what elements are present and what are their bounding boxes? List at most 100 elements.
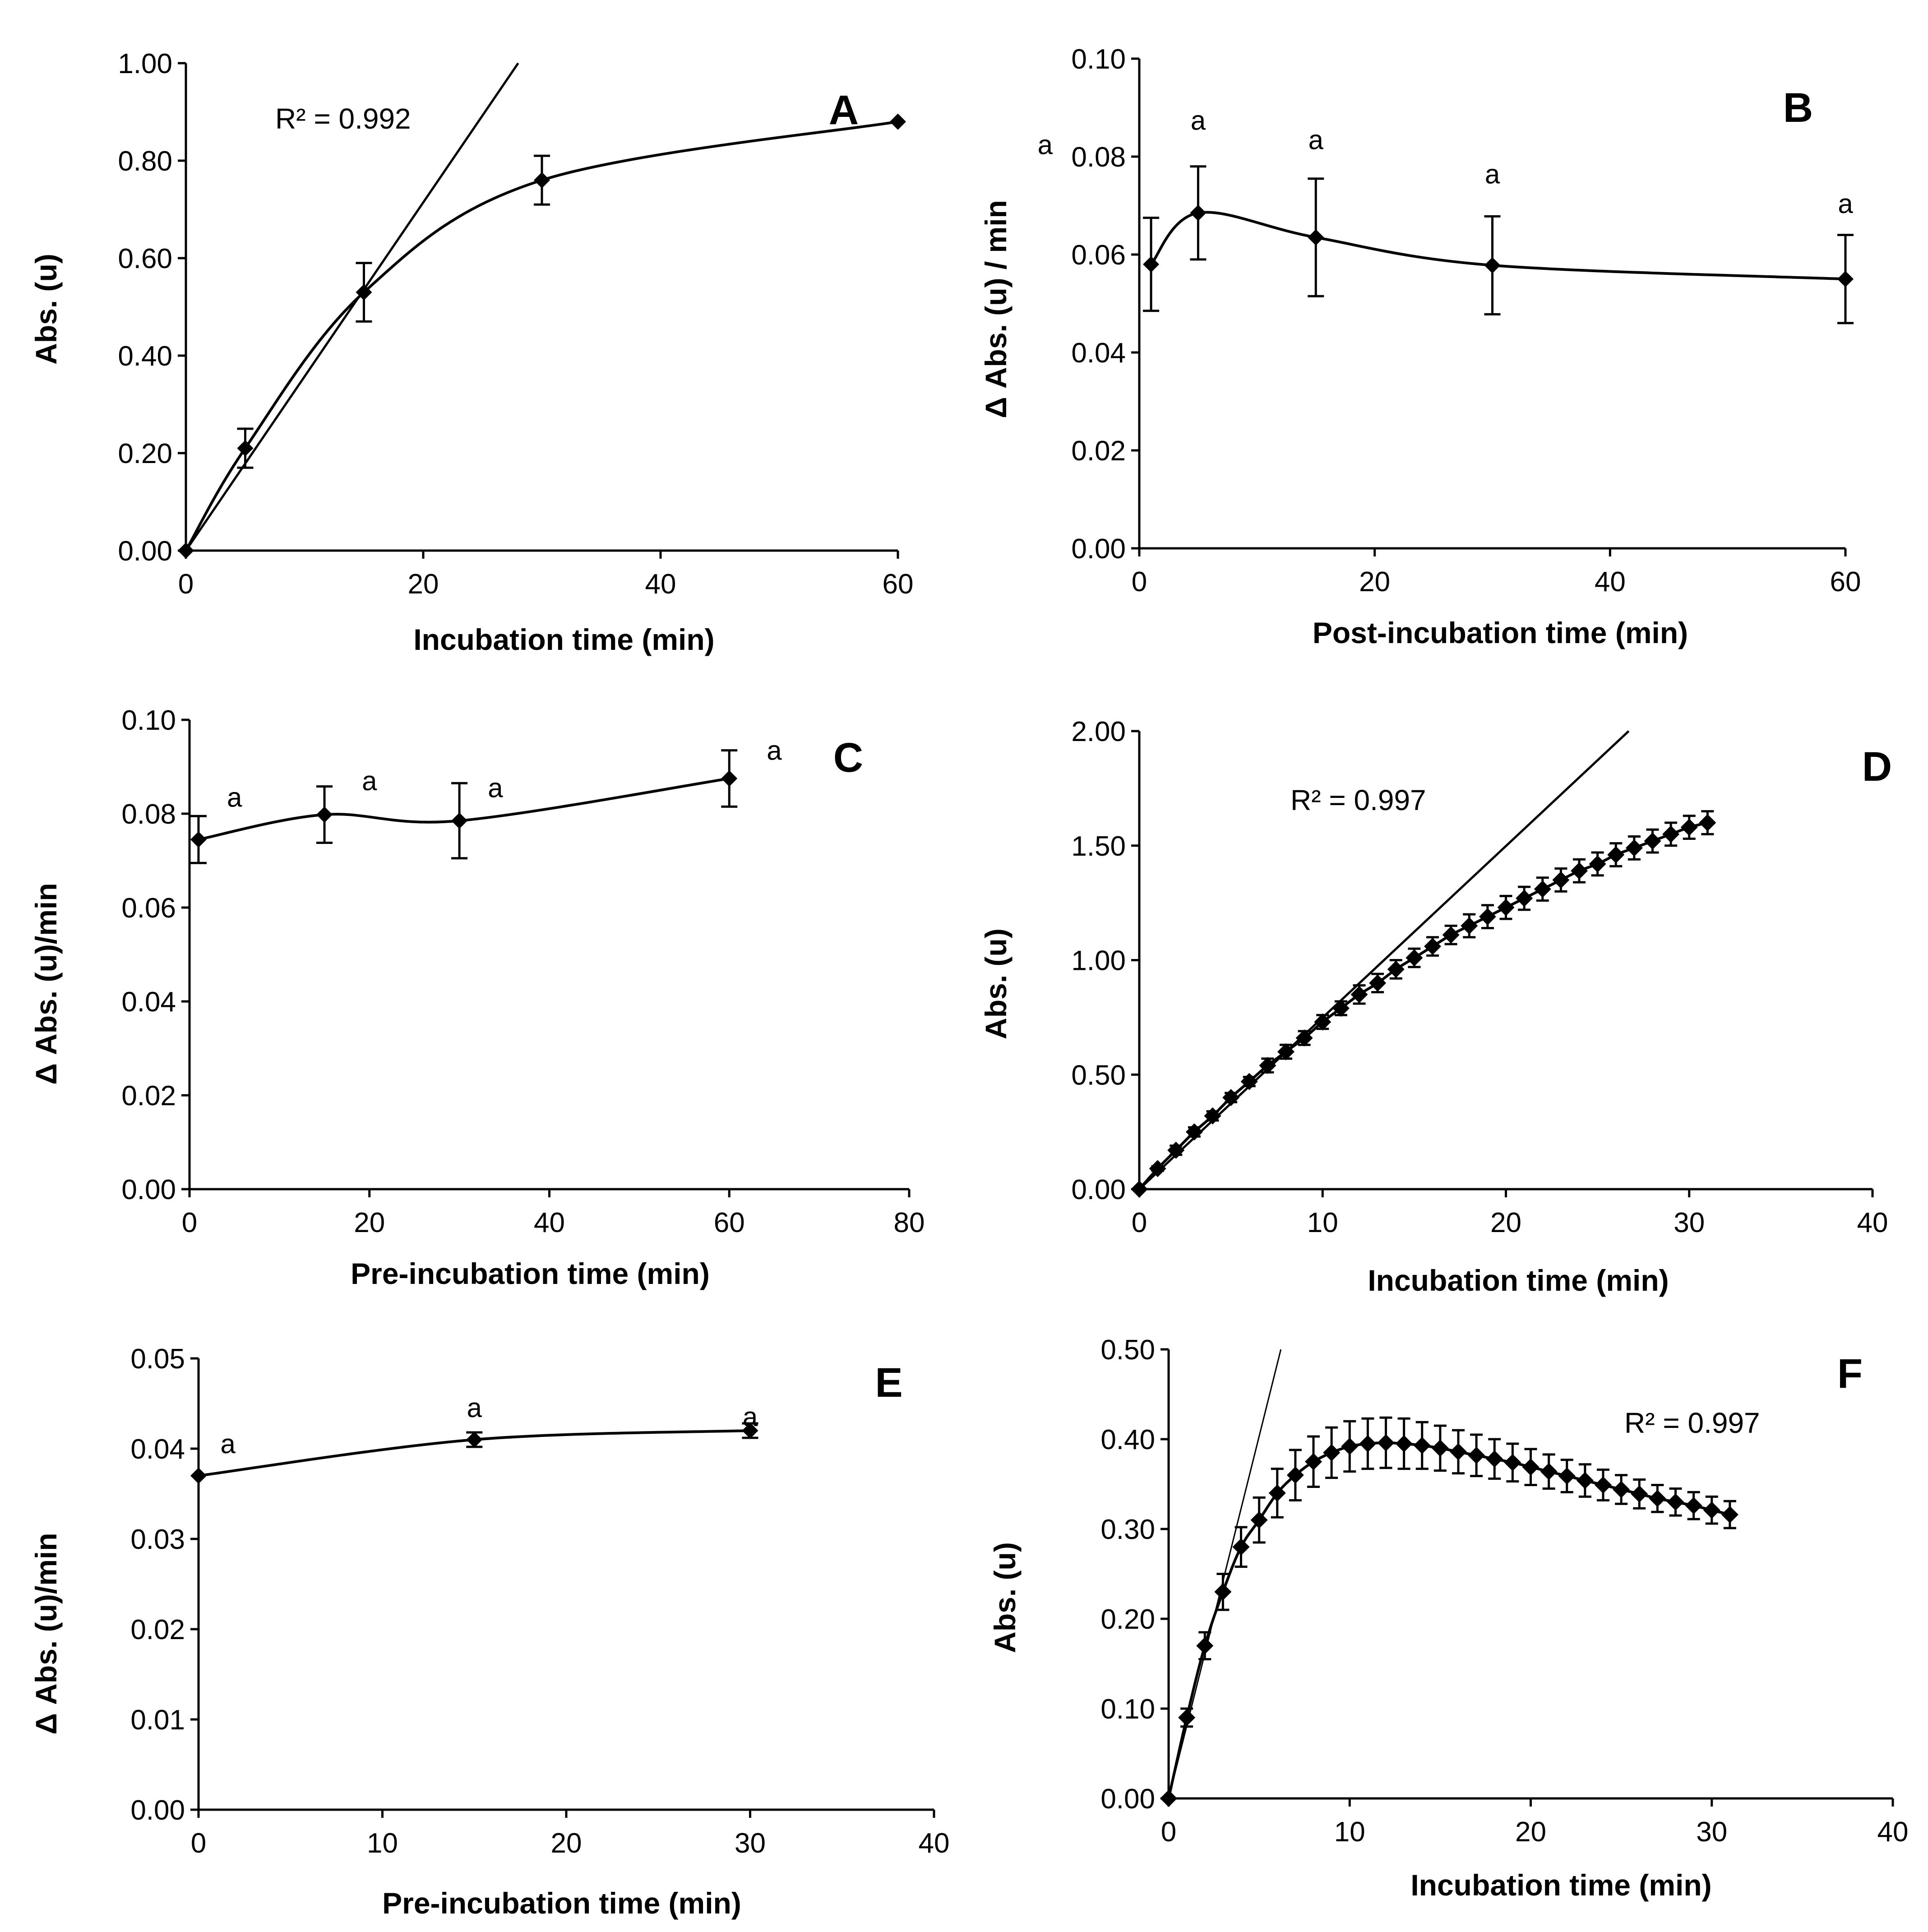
panel-f-data-point xyxy=(1305,1453,1322,1470)
panel-f-y-tick-label: 0.00 xyxy=(1100,1784,1155,1815)
panel-f-data-point xyxy=(1504,1454,1521,1471)
panel-a-series-line xyxy=(185,120,898,551)
panel-c-x-tick-label: 80 xyxy=(894,1207,925,1238)
panel-a-y-axis-title: Abs. (u) xyxy=(29,254,63,365)
panel-d-data-point xyxy=(1699,814,1716,831)
panel-e-x-tick-label: 20 xyxy=(551,1828,582,1859)
panel-f-data-point xyxy=(1286,1466,1304,1484)
panel-a-trendline xyxy=(185,62,519,551)
panel-d-data-point xyxy=(1204,1107,1221,1125)
panel-f-y-tick-label: 0.30 xyxy=(1100,1514,1155,1545)
panel-c-significance-letter: a xyxy=(227,782,242,812)
panel-f-data-point xyxy=(1613,1481,1630,1498)
panel-a-label: A xyxy=(829,87,859,133)
panel-f-data-point xyxy=(1631,1485,1648,1503)
panel-d-data-point xyxy=(1662,825,1680,843)
panel-d-label: D xyxy=(1862,744,1892,790)
panel-e-data-point xyxy=(466,1432,483,1448)
panel-f-data-point xyxy=(1450,1443,1467,1460)
panel-f-x-tick-label: 0 xyxy=(1161,1816,1176,1848)
panel-b-series-line xyxy=(1150,211,1846,281)
panel-e-x-tick-label: 0 xyxy=(191,1828,206,1859)
panel-a-x-tick-label: 0 xyxy=(178,569,194,600)
panel-f-data-point xyxy=(1721,1506,1738,1524)
panel-a-data-point xyxy=(890,113,906,130)
panel-d-data-point xyxy=(1644,832,1661,850)
panel-f-data-point xyxy=(1558,1467,1576,1485)
panel-e-data-point xyxy=(190,1468,207,1484)
panel-c-y-tick-label: 0.00 xyxy=(121,1174,176,1205)
panel-b-x-tick-label: 20 xyxy=(1359,566,1390,598)
panel-d-data-point xyxy=(1131,1181,1148,1198)
panel-d-data-point xyxy=(1497,899,1515,916)
panel-b-y-tick-label: 0.04 xyxy=(1071,338,1126,369)
panel-f-data-point xyxy=(1341,1437,1359,1455)
panel-d-data-point xyxy=(1369,974,1387,992)
panel-e-x-tick-label: 10 xyxy=(367,1828,398,1859)
panel-c-x-tick-label: 60 xyxy=(714,1207,745,1238)
panel-f-x-tick-label: 40 xyxy=(1877,1816,1909,1848)
panel-c-x-axis-title: Pre-incubation time (min) xyxy=(351,1257,710,1290)
panel-f-x-tick-label: 30 xyxy=(1696,1816,1727,1848)
panel-c-data-point xyxy=(316,806,333,823)
panel-f-data-point xyxy=(1232,1538,1250,1556)
panel-e-significance-letter: a xyxy=(467,1393,482,1423)
panel-d-data-point xyxy=(1680,819,1698,836)
panel-e-significance-letter: a xyxy=(221,1429,236,1459)
panel-f-y-tick-label: 0.40 xyxy=(1100,1424,1155,1455)
panel-f-data-point xyxy=(1595,1476,1612,1494)
panel-c-significance-letter: a xyxy=(488,773,503,803)
panel-f-data-point xyxy=(1522,1458,1540,1476)
panel-a-data-point xyxy=(237,440,254,457)
panel-f-label: F xyxy=(1837,1351,1863,1397)
panel-f-data-point xyxy=(1250,1511,1268,1529)
panel-b-y-tick-label: 0.00 xyxy=(1071,533,1126,565)
panel-e-x-axis-title: Pre-incubation time (min) xyxy=(382,1886,741,1920)
panel-d-x-axis-title: Incubation time (min) xyxy=(1368,1264,1669,1297)
panel-b-significance-letter: a xyxy=(1038,130,1053,160)
panel-c-y-tick-label: 0.10 xyxy=(121,705,176,736)
panel-d-data-point xyxy=(1149,1160,1166,1177)
panel-f-x-tick-label: 10 xyxy=(1334,1816,1365,1848)
panel-b-x-tick-label: 0 xyxy=(1132,566,1147,598)
panel-e-significance-letter: a xyxy=(743,1402,758,1432)
panel-d-data-point xyxy=(1461,917,1478,935)
panel-d-data-point xyxy=(1479,908,1496,926)
panel-a-y-tick-label: 0.80 xyxy=(118,146,172,177)
panel-d-data-point xyxy=(1314,1013,1332,1031)
panel-b-y-tick-label: 0.02 xyxy=(1071,436,1126,467)
panel-d-y-tick-label: 2.00 xyxy=(1071,716,1126,747)
panel-e: E Pre-incubation time (min) Δ Abs. (u)/m… xyxy=(29,1344,949,1920)
panel-b-data-point xyxy=(1143,256,1160,273)
panel-c-y-tick-label: 0.02 xyxy=(121,1080,176,1112)
panel-b-y-axis-title: Δ Abs. (u) / min xyxy=(979,200,1013,418)
panel-c-data-point xyxy=(451,812,468,829)
panel-d-data-point xyxy=(1516,890,1533,907)
panel-b-x-tick-label: 40 xyxy=(1595,566,1626,598)
panel-b-data-point xyxy=(1484,257,1501,273)
panel-d-r2-label: R² = 0.997 xyxy=(1290,784,1426,816)
panel-c-y-tick-label: 0.06 xyxy=(121,893,176,924)
panel-f-data-point xyxy=(1214,1583,1232,1601)
panel-d-y-tick-label: 1.00 xyxy=(1071,945,1126,977)
panel-e-x-tick-label: 40 xyxy=(919,1828,950,1859)
panel-f-r2-label: R² = 0.997 xyxy=(1624,1407,1760,1439)
panel-e-y-tick-label: 0.02 xyxy=(130,1614,185,1645)
panel-b-significance-letter: a xyxy=(1485,159,1500,190)
panel-a-y-tick-label: 0.20 xyxy=(118,438,172,469)
panel-e-y-tick-label: 0.05 xyxy=(130,1344,185,1375)
panel-d-data-point xyxy=(1277,1043,1295,1061)
panel-d-data-point xyxy=(1332,1000,1350,1017)
panel-f-x-tick-label: 20 xyxy=(1515,1816,1546,1848)
panel-b-data-point xyxy=(1837,271,1854,287)
panel-f-y-tick-label: 0.10 xyxy=(1100,1694,1155,1725)
panel-b-label: B xyxy=(1783,85,1813,131)
panel-d-y-tick-label: 0.00 xyxy=(1071,1174,1126,1205)
panel-b-significance-letter: a xyxy=(1308,125,1324,155)
panel-c: C Pre-incubation time (min) Δ Abs. (u)/m… xyxy=(29,705,925,1290)
panel-d-trendline xyxy=(1138,730,1630,1190)
panel-f-data-point xyxy=(1413,1436,1431,1454)
panel-f-data-point xyxy=(1649,1490,1666,1507)
panel-d-data-point xyxy=(1222,1089,1240,1106)
